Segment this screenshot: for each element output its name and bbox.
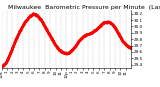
Text: Milwaukee  Barometric Pressure per Minute  (Last 24 Hours): Milwaukee Barometric Pressure per Minute… (8, 5, 160, 10)
